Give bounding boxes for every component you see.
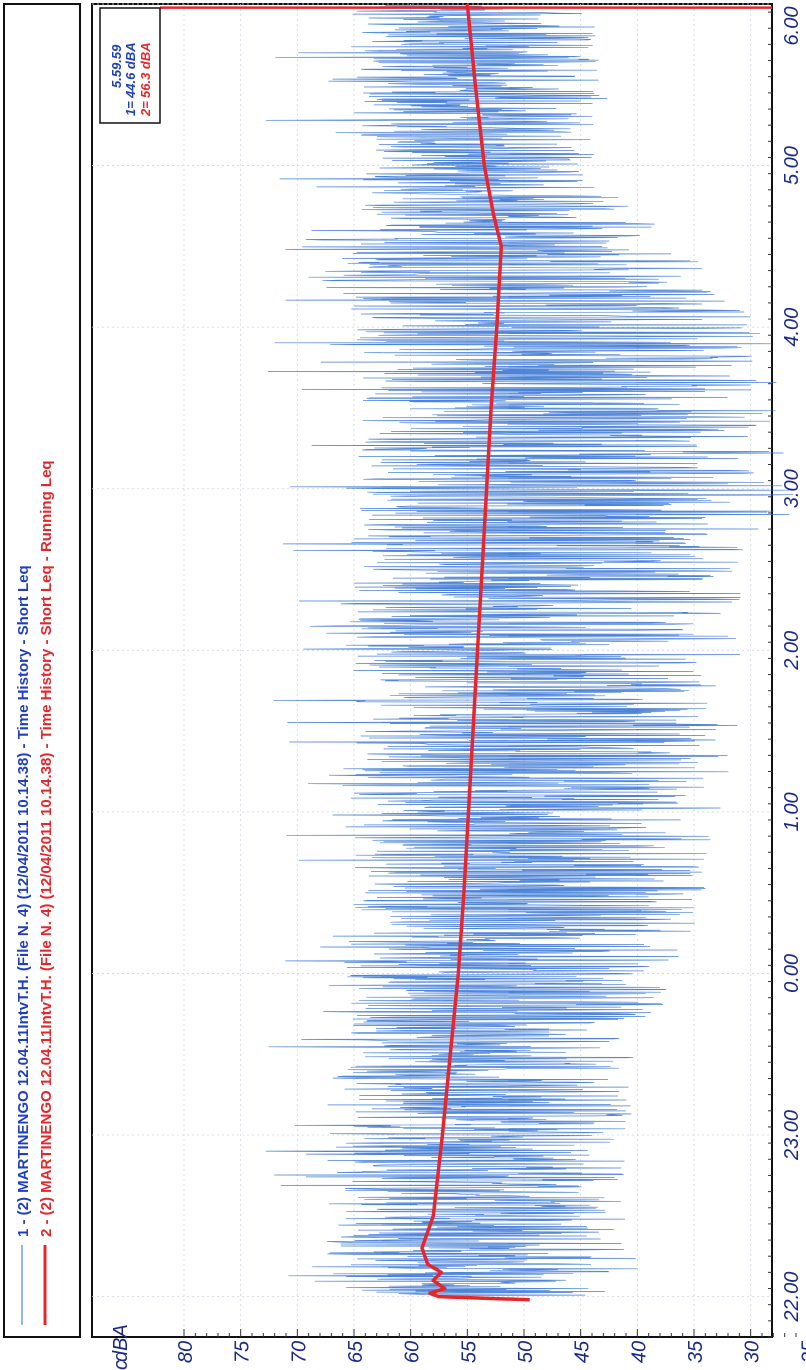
y-tick-label-35: 35 — [685, 1340, 707, 1363]
x-tick-label-6.00: 6.00 — [781, 7, 803, 46]
x-tick-label-4.00: 4.00 — [781, 308, 803, 347]
x-tick-label-23.00: 23.00 — [781, 1110, 803, 1161]
cursor-time-label: 5.59.59 — [109, 44, 124, 88]
y-tick-label-80: 80 — [175, 1341, 197, 1363]
y-tick-label-40: 40 — [628, 1341, 650, 1363]
y-tick-label-75: 75 — [232, 1340, 254, 1363]
y-tick-label-55: 55 — [458, 1340, 480, 1363]
x-tick-label-1.00: 1.00 — [781, 792, 803, 831]
legend-entry-1: 1 - (2) MARTINENGO 12.04.11IntvT.H. (Fil… — [15, 565, 32, 1325]
legend-label-2: 2 - (2) MARTINENGO 12.04.11IntvT.H. (Fil… — [38, 460, 55, 1237]
x-tick-label-2.00: 2.00 — [781, 631, 803, 671]
x-tick-label-22.00: 22.00 — [781, 1272, 803, 1323]
series-1-short-leq — [265, 5, 794, 1297]
cursor-value-2: 56.3 dBA — [138, 42, 153, 98]
y-tick-label-30: 30 — [742, 1341, 764, 1363]
y-tick-label-70: 70 — [288, 1341, 310, 1363]
legend-label-1: 1 - (2) MARTINENGO 12.04.11IntvT.H. (Fil… — [15, 565, 32, 1237]
legend-box — [3, 3, 81, 1338]
cursor-readout-box — [99, 7, 161, 124]
y-tick-label-45: 45 — [572, 1340, 594, 1363]
cursor-value-1: 44.6 dBA — [123, 42, 138, 99]
series-2-running-leq — [420, 3, 530, 1302]
x-tick-label-5.00: 5.00 — [781, 146, 803, 185]
x-tick-labels: 22.00 23.00 0.00 1.00 2.00 3.00 4.00 5.00 6.00 — [781, 7, 803, 1323]
y-tick-label-50: 50 — [515, 1341, 537, 1363]
cursor-value-2-label: 2= — [138, 101, 153, 117]
y-axis-unit-fragment: c — [110, 1360, 132, 1370]
x-tick-label-0.00: 0.00 — [781, 954, 803, 993]
y-tick-label-25: 25 — [798, 1340, 806, 1364]
series-1-line — [265, 5, 794, 1297]
y-axis-label: dBA — [110, 1324, 132, 1362]
axis-ticks — [183, 11, 797, 1338]
y-tick-label-65: 65 — [345, 1340, 367, 1363]
cursor-value-1-label: 1= — [123, 101, 138, 116]
y-tick-label-60: 60 — [402, 1341, 424, 1363]
y-tick-labels: 80757065605550454035302520 — [175, 1340, 806, 1364]
legend-entry-2: 2 - (2) MARTINENGO 12.04.11IntvT.H. (Fil… — [38, 460, 55, 1325]
x-tick-label-3.00: 3.00 — [781, 469, 803, 508]
